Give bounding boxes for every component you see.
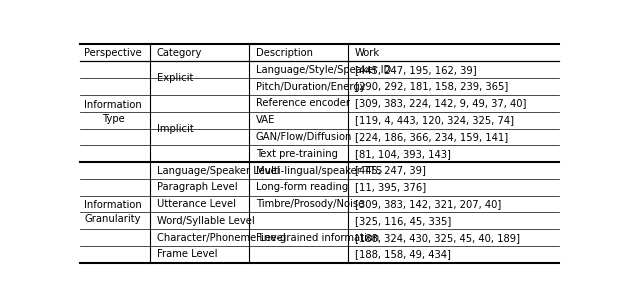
- Text: [188, 158, 49, 434]: [188, 158, 49, 434]: [355, 249, 451, 260]
- Text: [445, 247, 39]: [445, 247, 39]: [355, 166, 426, 176]
- Text: Language/Style/Speaker ID: Language/Style/Speaker ID: [256, 65, 391, 75]
- Text: [11, 395, 376]: [11, 395, 376]: [355, 182, 426, 192]
- Text: Pitch/Duration/Energy: Pitch/Duration/Energy: [256, 82, 366, 92]
- Text: Character/Phoneme Level: Character/Phoneme Level: [157, 233, 286, 243]
- Text: GAN/Flow/Diffusion: GAN/Flow/Diffusion: [256, 132, 353, 142]
- Text: [81, 104, 393, 143]: [81, 104, 393, 143]: [355, 149, 451, 159]
- Text: [224, 186, 366, 234, 159, 141]: [224, 186, 366, 234, 159, 141]: [355, 132, 508, 142]
- Text: [290, 292, 181, 158, 239, 365]: [290, 292, 181, 158, 239, 365]: [355, 82, 509, 92]
- Text: Information
Type: Information Type: [84, 100, 142, 124]
- Text: Work: Work: [355, 48, 380, 58]
- Text: Perspective: Perspective: [84, 48, 142, 58]
- Text: [119, 4, 443, 120, 324, 325, 74]: [119, 4, 443, 120, 324, 325, 74]: [355, 115, 514, 125]
- Text: Paragraph Level: Paragraph Level: [157, 182, 238, 192]
- Text: Language/Speaker Level: Language/Speaker Level: [157, 166, 280, 176]
- Text: [445, 247, 195, 162, 39]: [445, 247, 195, 162, 39]: [355, 65, 477, 75]
- Text: Description: Description: [256, 48, 313, 58]
- Text: Information
Granularity: Information Granularity: [84, 200, 142, 224]
- Text: Timbre/Prosody/Noise: Timbre/Prosody/Noise: [256, 199, 364, 209]
- Text: Frame Level: Frame Level: [157, 249, 217, 260]
- Text: Reference encoder: Reference encoder: [256, 98, 350, 108]
- Text: Word/Syllable Level: Word/Syllable Level: [157, 216, 255, 226]
- Text: Implicit: Implicit: [157, 124, 193, 134]
- Text: Explicit: Explicit: [157, 73, 193, 83]
- Text: [325, 116, 45, 335]: [325, 116, 45, 335]: [355, 216, 451, 226]
- Text: Category: Category: [157, 48, 202, 58]
- Text: Utterance Level: Utterance Level: [157, 199, 236, 209]
- Text: [309, 383, 224, 142, 9, 49, 37, 40]: [309, 383, 224, 142, 9, 49, 37, 40]: [355, 98, 527, 108]
- Text: [188, 324, 430, 325, 45, 40, 189]: [188, 324, 430, 325, 45, 40, 189]: [355, 233, 520, 243]
- Text: Multi-lingual/speaker TTS: Multi-lingual/speaker TTS: [256, 166, 382, 176]
- Text: Text pre-training: Text pre-training: [256, 149, 338, 159]
- Text: VAE: VAE: [256, 115, 275, 125]
- Text: Long-form reading: Long-form reading: [256, 182, 348, 192]
- Text: Fine-grained information: Fine-grained information: [256, 233, 379, 243]
- Text: [309, 383, 142, 321, 207, 40]: [309, 383, 142, 321, 207, 40]: [355, 199, 501, 209]
